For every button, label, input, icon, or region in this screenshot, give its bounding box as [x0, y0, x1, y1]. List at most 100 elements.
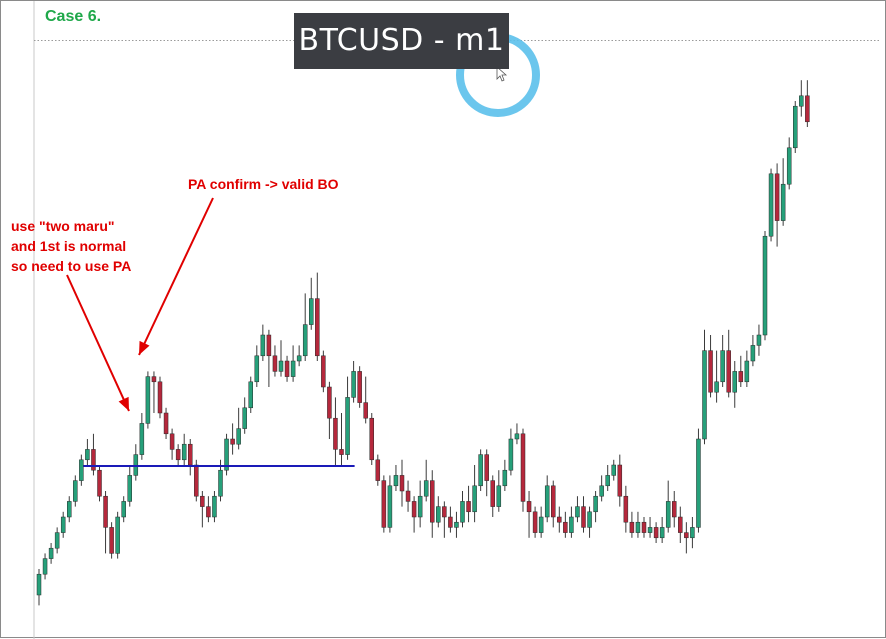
candle-bear — [532, 511, 538, 533]
candle-bear — [230, 438, 235, 445]
candle-bear — [375, 459, 381, 481]
candle-bull — [659, 527, 665, 539]
candle-bear — [151, 376, 157, 383]
candle-bull — [181, 443, 187, 461]
candle-bear — [405, 490, 411, 502]
candle-bull — [593, 495, 598, 513]
mouse-pointer-icon — [496, 66, 508, 82]
candle-bear — [430, 480, 435, 523]
candle-bear — [442, 506, 447, 518]
candle-bull — [702, 350, 707, 440]
candle-bull — [575, 506, 580, 518]
candle-bull — [79, 459, 84, 481]
candle-bear — [653, 527, 659, 539]
candle-bear — [194, 464, 199, 497]
candle-bull — [436, 506, 441, 523]
candle-bear — [629, 521, 635, 533]
candle-bull — [647, 527, 653, 533]
candle-bear — [200, 495, 205, 507]
candle-bull — [345, 397, 350, 455]
candle-bull — [42, 558, 48, 575]
candle-bull — [508, 438, 514, 471]
candle-bull — [599, 485, 604, 497]
candle-bear — [678, 516, 683, 533]
candle-bull — [720, 350, 725, 383]
candle-bull — [496, 485, 502, 507]
candle-bull — [351, 371, 356, 398]
candle-bull — [236, 428, 241, 445]
candle-bull — [242, 407, 247, 429]
candle-bear — [333, 417, 338, 450]
candle-bear — [557, 516, 562, 523]
arrow-valid-bo-shaft — [138, 197, 214, 356]
candle-bull — [502, 469, 508, 487]
candle-bull — [85, 449, 90, 461]
candle-bull — [786, 147, 792, 185]
candle-bear — [188, 443, 193, 466]
candle-bull — [744, 360, 750, 383]
candle-bear — [321, 355, 326, 388]
candle-bull — [780, 183, 786, 221]
candle-bear — [520, 433, 526, 502]
candle-bull — [254, 355, 260, 383]
candle-bull — [248, 381, 253, 409]
candle-bull — [538, 516, 544, 533]
candle-bear — [726, 350, 731, 393]
chart-title-banner: BTCUSD - m1 — [294, 13, 509, 69]
candle-bull — [454, 521, 459, 528]
candle-bull — [460, 501, 465, 523]
annotation-two-maru: use "two maru" and 1st is normal so need… — [11, 216, 131, 276]
candle-bull — [423, 480, 429, 497]
candle-bull — [605, 475, 610, 487]
candle-bear — [97, 469, 102, 497]
candle-bear — [109, 527, 114, 554]
candle-bull — [387, 485, 393, 528]
candle-bull — [139, 423, 145, 455]
candle-bear — [581, 506, 586, 528]
candle-bear — [551, 485, 556, 518]
candle-bear — [175, 449, 181, 461]
annotation-arrows — [66, 197, 214, 412]
candle-bear — [357, 371, 362, 403]
candle-bull — [665, 501, 671, 528]
candle-bear — [266, 334, 272, 357]
candle-bull — [714, 381, 719, 393]
candle-bull — [569, 516, 574, 533]
candle-bull — [793, 105, 798, 149]
candle-bull — [127, 475, 132, 502]
candle-bull — [296, 355, 302, 362]
candle-bull — [260, 334, 266, 357]
candle-bull — [768, 173, 774, 237]
candle-bear — [411, 501, 417, 518]
candle-bull — [290, 360, 296, 377]
candle-bear — [91, 449, 96, 471]
candle-bull — [635, 521, 641, 533]
arrow-two-maru-head — [118, 396, 129, 411]
candle-bull — [762, 235, 768, 336]
candle-bull — [750, 345, 756, 362]
candle-bear — [738, 371, 744, 383]
annotation-line: use "two maru" — [11, 218, 115, 234]
candle-bull — [121, 501, 126, 518]
candle-bull — [73, 480, 78, 502]
candle-bear — [163, 412, 169, 435]
candle-bull — [611, 464, 616, 476]
candle-series — [36, 80, 810, 606]
arrow-valid-bo-head — [139, 340, 150, 355]
candle-bull — [587, 511, 592, 528]
candle-bull — [544, 485, 550, 518]
candle-bull — [309, 298, 314, 325]
candle-bull — [36, 573, 42, 596]
candle-bull — [133, 454, 139, 476]
candle-bull — [472, 485, 477, 513]
candle-bull — [514, 433, 520, 440]
candle-bull — [115, 516, 120, 554]
candle-bull — [799, 95, 804, 107]
candle-bull — [478, 454, 483, 487]
case-label: Case 6. — [45, 8, 102, 25]
candle-bull — [54, 532, 60, 549]
candle-bear — [339, 449, 344, 455]
candle-bull — [224, 438, 229, 471]
